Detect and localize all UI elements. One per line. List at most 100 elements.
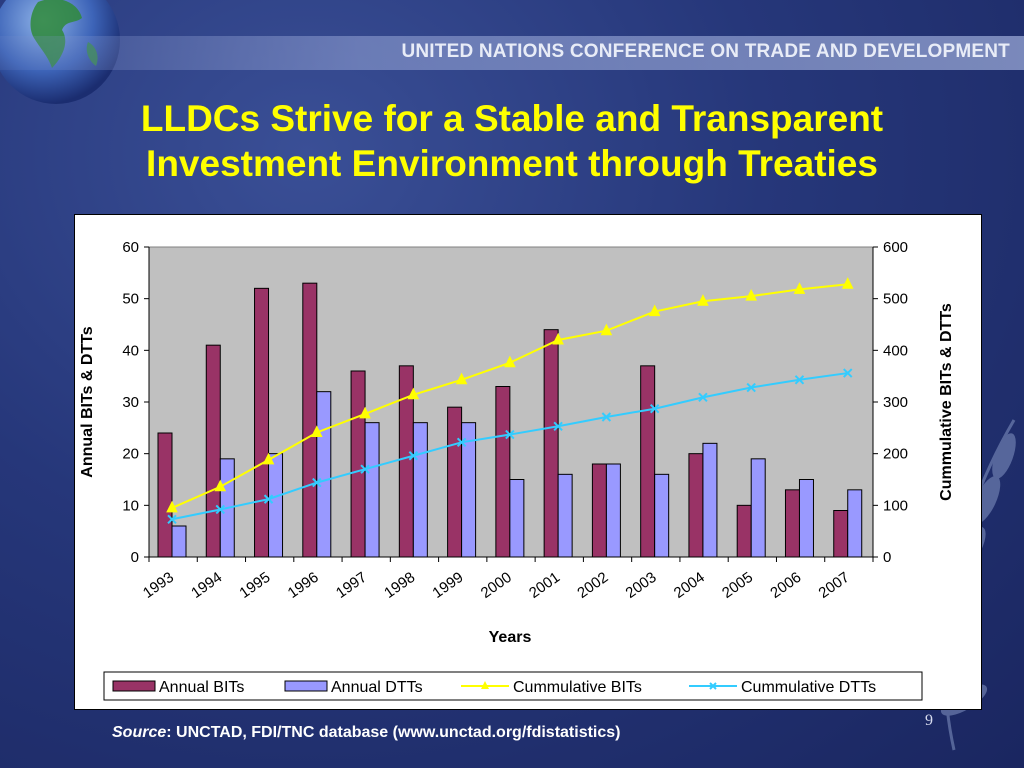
x-tick-label-1998: 1998: [381, 569, 418, 602]
y-tick-label-50: 50: [122, 291, 139, 308]
legend-marker-cumulative-dtts: [709, 682, 717, 690]
bar-annual-bits-2002: [591, 463, 607, 558]
bar-annual-dtts-1993: [171, 525, 187, 558]
bar-annual-bits-2006: [784, 489, 800, 558]
point-cumulative-bits-1995: [262, 452, 275, 465]
slide-title-line-1: LLDCs Strive for a Stable and Transparen…: [140, 98, 884, 139]
bar-annual-dtts-1996: [316, 391, 332, 558]
x-tick-label-2006: 2006: [767, 569, 804, 602]
x-tick-label-2004: 2004: [671, 569, 708, 602]
bar-annual-dtts-1995: [268, 453, 284, 558]
point-cumulative-dtts-1999: [456, 437, 467, 448]
bar-annual-dtts-2003: [654, 473, 670, 558]
point-cumulative-dtts-1997: [360, 464, 370, 474]
x-tick-label-1996: 1996: [285, 569, 322, 602]
x-tick-label-2002: 2002: [574, 569, 611, 602]
legend-swatch-annual-bits: [112, 680, 156, 692]
point-cumulative-bits-1998: [407, 387, 420, 400]
point-cumulative-bits-2002: [600, 323, 613, 336]
chart-frame: 0 10 20 30 40 50 60 0 100 200 300 400 500 600 1993 1994…: [74, 214, 982, 710]
point-cumulative-dtts-2000: [505, 429, 515, 440]
legend-label-cumulative-bits: Cummulative BITs: [513, 679, 642, 696]
y2-tick-label-500: 500: [883, 291, 908, 308]
bar-annual-bits-1999: [447, 406, 463, 558]
y2-tick-label-300: 300: [883, 394, 908, 411]
point-cumulative-dtts-2006: [794, 375, 805, 385]
point-cumulative-bits-2004: [697, 294, 709, 306]
point-cumulative-dtts-2004: [698, 392, 708, 403]
y2-tick-label-200: 200: [883, 446, 908, 463]
bar-annual-bits-1996: [302, 282, 318, 558]
x-axis-label: Years: [489, 629, 532, 646]
slide-title-line-2: Investment Environment through Treaties: [146, 143, 878, 184]
y-axis-label: Annual BITs & DTTs: [79, 326, 96, 478]
slide-title: LLDCs Strive for a Stable and Transparen…: [40, 96, 984, 186]
source-note: Source: UNCTAD, FDI/TNC database (www.un…: [112, 724, 621, 742]
bar-annual-bits-2004: [688, 453, 704, 558]
organization-title: UNITED NATIONS CONFERENCE ON TRADE AND D…: [401, 41, 1010, 62]
y2-tick-label-0: 0: [883, 549, 891, 566]
point-cumulative-bits-2001: [552, 332, 564, 345]
bar-annual-dtts-1997: [364, 422, 380, 558]
bar-annual-bits-2000: [495, 386, 511, 558]
bar-annual-dtts-2007: [847, 489, 863, 558]
x-tick-label-1995: 1995: [236, 569, 273, 602]
y2-tick-label-600: 600: [883, 239, 908, 256]
legend-label-cumulative-dtts: Cummulative DTTs: [741, 679, 876, 696]
point-cumulative-dtts-1994: [215, 504, 225, 515]
bar-annual-bits-2007: [833, 510, 849, 558]
legend-swatch-annual-dtts: [284, 680, 328, 692]
y-tick-label-30: 30: [122, 394, 139, 411]
y2-axis-label: Cummulative BITs & DTTs: [938, 303, 955, 501]
point-cumulative-bits-1993: [166, 500, 178, 513]
y-tick-label-0: 0: [131, 549, 139, 566]
header-band: [0, 36, 1024, 70]
point-cumulative-bits-1996: [310, 425, 323, 437]
x-tick-label-1997: 1997: [333, 569, 370, 602]
x-tick-label-1999: 1999: [429, 569, 466, 602]
bar-annual-bits-1994: [205, 344, 221, 558]
point-cumulative-bits-1994: [214, 479, 227, 492]
source-label: Source: [112, 724, 167, 741]
y-tick-label-60: 60: [122, 239, 139, 256]
bar-annual-bits-1993: [157, 432, 173, 558]
legend-label-annual-bits: Annual BITs: [159, 679, 244, 696]
point-cumulative-dtts-1993: [167, 514, 177, 524]
point-cumulative-dtts-1996: [312, 477, 322, 488]
point-cumulative-bits-2003: [648, 304, 661, 317]
bar-annual-bits-2003: [640, 365, 656, 558]
bar-annual-dtts-1998: [412, 422, 428, 558]
x-tick-label-1993: 1993: [140, 569, 177, 602]
bar-annual-bits-1995: [254, 287, 270, 558]
x-tick-label-2007: 2007: [816, 569, 853, 602]
x-tick-label-2005: 2005: [719, 569, 756, 602]
point-cumulative-dtts-2002: [601, 412, 612, 422]
point-cumulative-bits-2007: [841, 277, 854, 289]
x-tick-label-1994: 1994: [188, 569, 225, 602]
bar-annual-dtts-2000: [509, 479, 525, 558]
point-cumulative-bits-2005: [745, 288, 758, 301]
point-cumulative-dtts-2007: [843, 368, 853, 378]
legend-marker-cumulative-bits: [481, 681, 489, 689]
source-text: : UNCTAD, FDI/TNC database (www.unctad.o…: [166, 724, 621, 741]
chart-legend: Annual BITs Annual DTTs Cummulative BITs Cu…: [103, 671, 923, 701]
bar-annual-dtts-2004: [702, 442, 718, 558]
point-cumulative-bits-1999: [455, 372, 468, 385]
y2-tick-label-400: 400: [883, 342, 908, 359]
point-cumulative-dtts-2005: [746, 382, 756, 393]
y-tick-label-40: 40: [122, 342, 139, 359]
point-cumulative-dtts-1998: [408, 451, 419, 461]
bar-annual-bits-2001: [543, 329, 559, 558]
bar-annual-dtts-2005: [750, 458, 766, 558]
point-cumulative-bits-1997: [359, 406, 371, 419]
y-tick-label-20: 20: [122, 446, 139, 463]
x-tick-label-2003: 2003: [623, 569, 660, 602]
point-cumulative-dtts-2003: [649, 404, 660, 414]
point-cumulative-bits-2006: [793, 282, 806, 294]
page-number: 9: [925, 712, 933, 729]
bar-annual-bits-2005: [736, 504, 752, 558]
point-cumulative-dtts-1995: [263, 494, 274, 504]
bar-annual-bits-1997: [350, 370, 366, 558]
legend-label-annual-dtts: Annual DTTs: [331, 679, 423, 696]
